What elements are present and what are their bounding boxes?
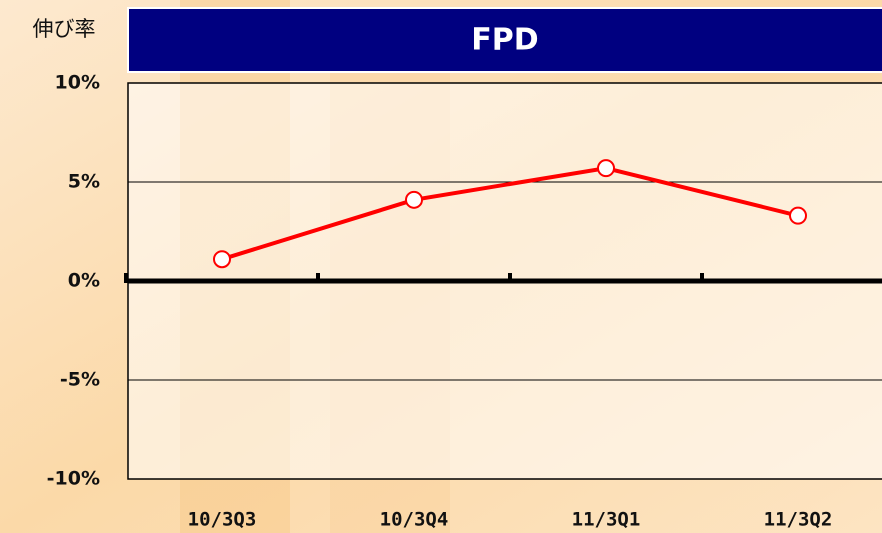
x-tick-label: 11/3Q2 (764, 509, 833, 531)
y-tick-label: -10% (47, 468, 100, 490)
x-tick-label: 11/3Q1 (572, 509, 641, 531)
point (790, 208, 806, 224)
y-tick-label: 0% (68, 270, 100, 292)
point (406, 192, 422, 208)
x-tick-label: 10/3Q4 (380, 509, 449, 531)
chart-title: FPD (471, 23, 538, 58)
point (214, 251, 230, 267)
chart: FPD 伸び率 -10% -5% 0% 5% 10% 10/3Q3 10/3Q4 11/3Q1… (0, 0, 882, 533)
y-axis-label: 伸び率 (33, 17, 96, 41)
y-tick-label: -5% (60, 369, 100, 391)
y-tick-label: 10% (55, 72, 100, 94)
x-tick-label: 10/3Q3 (188, 509, 257, 531)
point (598, 160, 614, 176)
y-tick-label: 5% (68, 171, 100, 193)
